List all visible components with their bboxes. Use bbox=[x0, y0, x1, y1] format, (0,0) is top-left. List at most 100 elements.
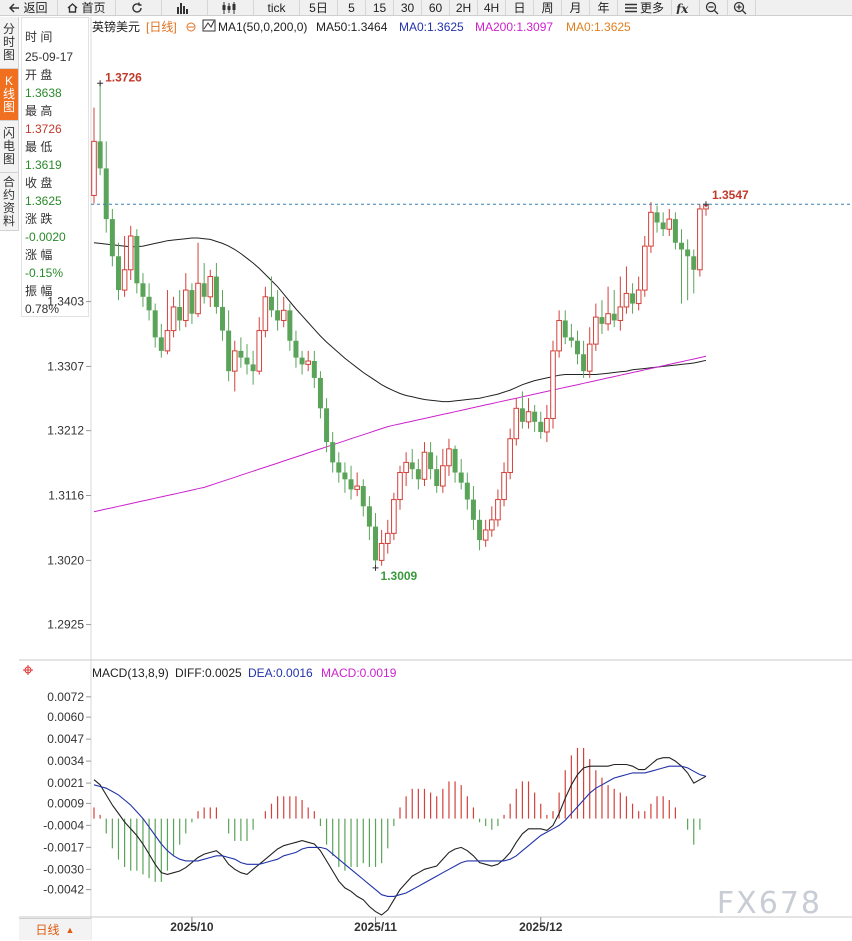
toolbar-zoom-out-button[interactable] bbox=[700, 0, 728, 15]
pct-label: 涨 幅 bbox=[25, 248, 53, 262]
toolbar-period-12-button[interactable]: 4H bbox=[478, 0, 506, 15]
last_label-label: 1.3547 bbox=[712, 188, 749, 202]
candle bbox=[440, 448, 446, 493]
toolbar-period-10-button[interactable]: 60 bbox=[422, 0, 450, 15]
toolbar-fx-button[interactable]: fx bbox=[672, 0, 700, 15]
candle bbox=[330, 431, 336, 473]
time-label: 时 间 bbox=[25, 30, 53, 44]
macd-diff-line bbox=[93, 757, 707, 916]
price-tick-label: 1.3020 bbox=[47, 553, 84, 567]
candle bbox=[311, 350, 317, 389]
candle bbox=[152, 303, 158, 348]
macd-tick-label: -0.0004 bbox=[43, 818, 84, 832]
max_label-marker bbox=[97, 80, 104, 87]
candle bbox=[525, 398, 532, 429]
ma50-line bbox=[93, 237, 707, 403]
candle bbox=[244, 344, 250, 375]
pct-value: -0.15% bbox=[25, 266, 64, 280]
macd-tick-label: -0.0017 bbox=[43, 840, 84, 854]
home-icon bbox=[67, 2, 81, 13]
high-value: 1.3726 bbox=[25, 122, 62, 136]
candle bbox=[256, 317, 263, 375]
toolbar-period-8-button[interactable]: 15 bbox=[366, 0, 394, 15]
candle bbox=[293, 330, 299, 368]
macd-tick-label: 0.0060 bbox=[47, 710, 84, 724]
candle bbox=[519, 391, 525, 429]
toolbar-period-15-button[interactable]: 月 bbox=[562, 0, 590, 15]
candle bbox=[213, 263, 219, 314]
side-tab-2[interactable]: 闪电图 bbox=[0, 121, 19, 173]
side-tab-0[interactable]: 分时图 bbox=[0, 17, 19, 69]
open-label: 开 盘 bbox=[25, 68, 53, 82]
macd-pane-icon[interactable] bbox=[23, 665, 33, 675]
side-tab-label: 分时图 bbox=[2, 22, 15, 62]
legend-symbol: 英镑美元 bbox=[92, 19, 140, 34]
toolbar-period-14-button[interactable]: 周 bbox=[534, 0, 562, 15]
ma200-line bbox=[93, 355, 707, 513]
candle bbox=[250, 350, 256, 385]
toolbar-label: 30 bbox=[400, 0, 415, 15]
candle bbox=[103, 141, 109, 233]
candle bbox=[482, 519, 489, 547]
candle bbox=[495, 489, 501, 527]
price-tick-label: 1.3116 bbox=[48, 489, 84, 503]
period-selector[interactable]: 日线 ▲ bbox=[19, 918, 91, 940]
macd-tick-label: 0.0009 bbox=[47, 796, 84, 810]
candle bbox=[366, 496, 372, 541]
toolbar-home-button[interactable]: 首页 bbox=[58, 0, 116, 15]
toolbar-label: 5 bbox=[348, 0, 355, 15]
period-selector-label: 日线 bbox=[35, 923, 60, 937]
toolbar-refresh-button[interactable] bbox=[116, 0, 162, 15]
indicator-icon[interactable] bbox=[202, 19, 216, 32]
toolbar-period-6-button[interactable]: 5日 bbox=[300, 0, 338, 15]
candle bbox=[458, 459, 464, 490]
candle bbox=[121, 235, 128, 297]
candle bbox=[623, 266, 630, 314]
toolbar-zoom-in-button[interactable] bbox=[728, 0, 756, 15]
toolbar-period-16-button[interactable]: 年 bbox=[590, 0, 618, 15]
change-label: 涨 跌 bbox=[25, 212, 53, 226]
toolbar-candlestick-button[interactable] bbox=[208, 0, 254, 15]
macd-diff-label: DIFF:0.0025 bbox=[175, 666, 242, 680]
toolbar-bar-chart-button[interactable] bbox=[162, 0, 208, 15]
candle bbox=[262, 286, 269, 338]
candle bbox=[140, 273, 146, 307]
candle bbox=[434, 455, 440, 493]
candle bbox=[421, 442, 428, 487]
toolbar-period-9-button[interactable]: 30 bbox=[394, 0, 422, 15]
bar-chart-icon bbox=[176, 2, 193, 14]
candlestick-icon bbox=[221, 1, 240, 14]
macd-dea-line bbox=[93, 765, 707, 897]
toolbar-menu-button[interactable]: 更多 bbox=[618, 0, 672, 15]
min_label-label: 1.3009 bbox=[381, 569, 418, 583]
toolbar-period-7-button[interactable]: 5 bbox=[338, 0, 366, 15]
toolbar-period-11-button[interactable]: 2H bbox=[450, 0, 478, 15]
candle bbox=[183, 273, 189, 328]
price-tick-label: 1.2925 bbox=[47, 618, 84, 632]
toolbar-back-arrow-button[interactable]: 返回 bbox=[0, 0, 58, 15]
candle bbox=[403, 452, 409, 487]
candle bbox=[189, 283, 195, 324]
settings-icon[interactable] bbox=[186, 22, 196, 32]
low-value: 1.3619 bbox=[25, 158, 62, 172]
macd-title: MACD(13,8,9) bbox=[92, 666, 169, 680]
candle bbox=[391, 492, 397, 541]
candle bbox=[201, 263, 207, 304]
side-tab-3[interactable]: 合约资料 bbox=[0, 173, 19, 231]
candle bbox=[605, 286, 611, 331]
candle bbox=[538, 411, 544, 439]
candle bbox=[409, 448, 415, 480]
candle bbox=[360, 479, 366, 517]
side-tab-1[interactable]: K线图 bbox=[0, 69, 19, 121]
toolbar-period-13-button[interactable]: 日 bbox=[506, 0, 534, 15]
candle bbox=[268, 276, 274, 318]
candle bbox=[574, 330, 580, 365]
candle bbox=[666, 208, 673, 236]
toolbar-period-5-button[interactable]: tick bbox=[254, 0, 300, 15]
candle bbox=[501, 462, 507, 507]
toolbar-label: 15 bbox=[372, 0, 387, 15]
candle bbox=[97, 83, 103, 176]
candle bbox=[384, 519, 391, 554]
candle bbox=[507, 428, 513, 480]
